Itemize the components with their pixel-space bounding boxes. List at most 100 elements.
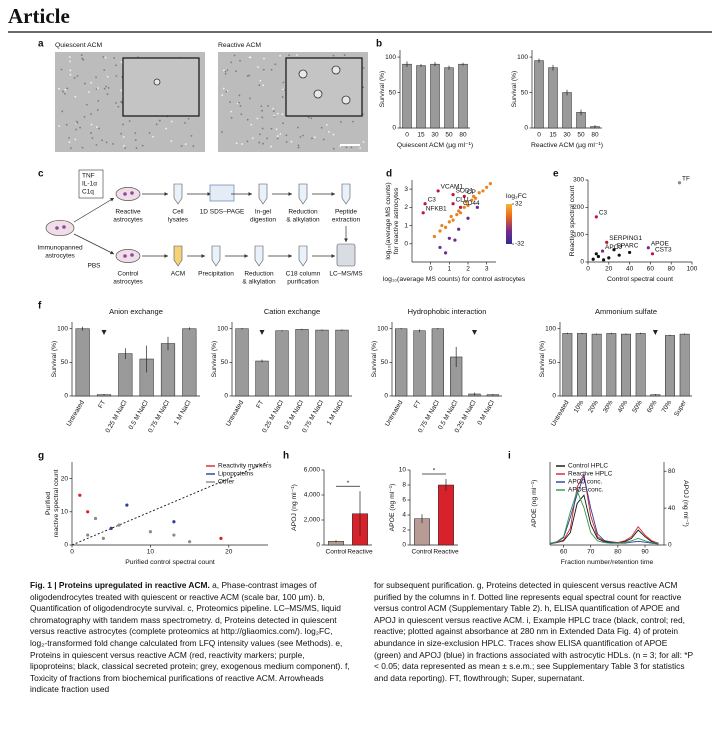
colorbar-tick-label: -32 xyxy=(515,241,525,248)
cell xyxy=(285,134,288,137)
diagram-label: ACM xyxy=(171,271,185,278)
point xyxy=(421,211,425,215)
cell xyxy=(187,117,190,120)
point xyxy=(457,209,461,213)
y-tick-label: 100 xyxy=(217,325,228,332)
cell xyxy=(248,56,251,59)
cell xyxy=(58,87,60,90)
cell xyxy=(288,54,291,57)
cell xyxy=(362,86,365,89)
cell xyxy=(60,68,63,71)
cell xyxy=(299,136,302,138)
cell xyxy=(170,140,173,142)
line xyxy=(549,474,659,545)
point xyxy=(596,254,601,259)
x-tick-label: 0 xyxy=(537,132,541,139)
cell xyxy=(65,123,68,126)
point xyxy=(475,205,479,209)
y-axis-label: Survival (%) xyxy=(211,341,218,378)
cell xyxy=(76,122,79,124)
point xyxy=(449,214,453,219)
bar xyxy=(621,333,631,397)
diagram-label: Immunopanned xyxy=(37,245,83,252)
cell xyxy=(97,100,100,102)
chart-title: Ammonium sulfate xyxy=(595,307,657,316)
cell xyxy=(73,77,76,79)
cell xyxy=(296,126,299,129)
cell xyxy=(83,115,86,118)
bar xyxy=(679,333,690,397)
point xyxy=(650,252,655,256)
cell xyxy=(313,136,316,139)
cell xyxy=(105,85,107,88)
legend-label: Reactive HPLC xyxy=(568,471,613,478)
x-tick-label: Super xyxy=(673,399,688,418)
arrow-head xyxy=(201,254,205,258)
diagram-label: Precipitation xyxy=(198,271,234,278)
x-axis-label: Control spectral count xyxy=(607,276,673,283)
x-tick-label: 10% xyxy=(573,399,586,414)
x-tick-label: 50 xyxy=(577,132,585,139)
cell xyxy=(320,126,323,129)
cell xyxy=(75,128,77,131)
cell xyxy=(359,147,362,150)
cell xyxy=(266,137,269,140)
cell xyxy=(258,141,261,144)
point xyxy=(188,540,192,544)
cell xyxy=(90,123,93,126)
diagram-label: & alkylation xyxy=(242,279,276,286)
x-tick-label: 20% xyxy=(587,399,600,414)
cell xyxy=(313,89,323,99)
point xyxy=(594,215,598,219)
cell xyxy=(296,54,299,56)
y-tick-label: 0 xyxy=(404,240,408,247)
x-axis-label: Reactive ACM (µg ml⁻¹) xyxy=(531,142,603,149)
cell xyxy=(258,84,261,87)
y-tick-label: 0 xyxy=(224,393,228,400)
cell xyxy=(95,144,98,146)
bar xyxy=(430,63,440,129)
x-tick-label: 30 xyxy=(563,132,571,139)
arrow xyxy=(73,197,115,223)
tube xyxy=(211,245,221,267)
cell xyxy=(184,143,187,146)
arrow-head xyxy=(344,238,348,242)
x-tick-label: 0.25 M NaCl xyxy=(261,399,285,434)
panel-label: i xyxy=(508,451,511,462)
point xyxy=(86,510,90,514)
cell xyxy=(260,105,263,108)
cell xyxy=(74,95,77,98)
cell xyxy=(120,132,123,135)
inset xyxy=(285,57,363,117)
cell xyxy=(180,145,183,147)
x-tick-label: FT xyxy=(413,399,423,409)
significance: * xyxy=(433,468,436,475)
y-tick-label: 0 xyxy=(580,259,584,266)
y-axis-label: Survival (%) xyxy=(539,341,546,378)
x-tick-label: 3 xyxy=(485,266,489,273)
cell xyxy=(246,140,249,143)
cell xyxy=(106,75,109,78)
x-tick-label: 50% xyxy=(631,399,644,414)
cell xyxy=(165,127,167,130)
cell xyxy=(96,87,99,90)
inset xyxy=(122,57,200,117)
panel-label: h xyxy=(283,451,289,462)
x-axis-label: Quiescent ACM (µg ml⁻¹) xyxy=(397,142,473,149)
cell xyxy=(261,109,263,112)
x-tick-label: 1 M NaCl xyxy=(173,399,193,426)
point xyxy=(605,240,609,244)
arrow-head xyxy=(244,254,248,258)
bar xyxy=(118,353,133,397)
header-title: Article xyxy=(8,4,70,28)
point xyxy=(600,249,605,253)
y-tick-label: 50 xyxy=(549,359,557,366)
cell xyxy=(192,145,195,148)
cell xyxy=(62,225,66,229)
y-tick-label: 0 xyxy=(64,393,68,400)
arrow-head xyxy=(331,254,335,258)
y-axis-label: Survival (%) xyxy=(51,341,58,378)
cell xyxy=(114,102,117,104)
caption-right: for subsequent purification. g, Proteins… xyxy=(374,580,696,684)
cell xyxy=(90,132,92,134)
